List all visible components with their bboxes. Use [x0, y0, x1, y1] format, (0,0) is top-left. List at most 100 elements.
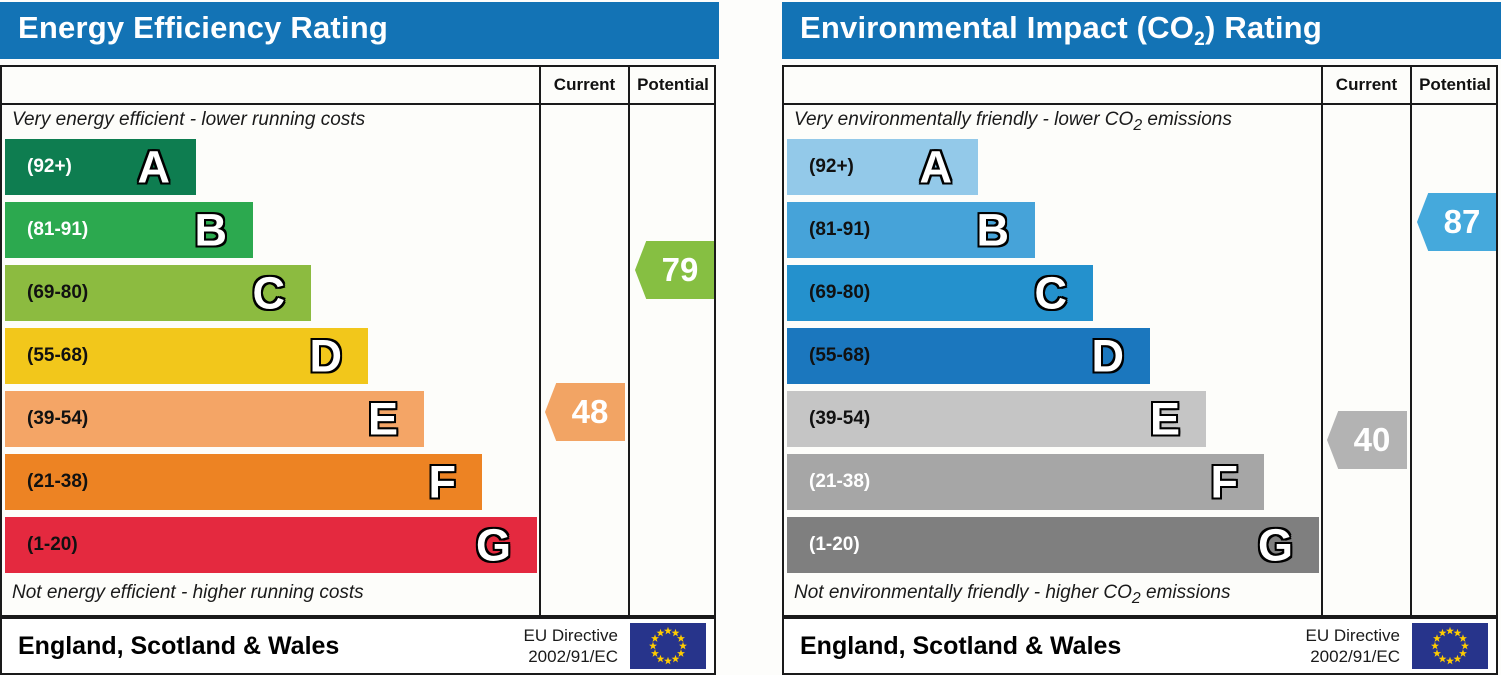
top-caption: Very energy efficient - lower running co…: [12, 109, 366, 130]
band-letter: D: [309, 330, 343, 382]
column-divider: [1321, 67, 1323, 615]
rating-band-f: (21-38) F: [5, 454, 482, 510]
bottom-caption: Not energy efficient - higher running co…: [12, 582, 364, 603]
column-divider: [539, 67, 541, 615]
eu-star: [1433, 649, 1441, 657]
eu-star: [1433, 634, 1441, 642]
chart-footer: England, Scotland & Wales EU Directive 2…: [782, 617, 1498, 675]
potential-column-header: Potential: [637, 75, 709, 94]
band-letter: C: [252, 267, 286, 319]
eu-star: [1431, 641, 1439, 650]
eu-star: [649, 641, 657, 650]
eu-star: [664, 626, 672, 635]
band-range-label: (39-54): [809, 408, 871, 429]
eu-star: [656, 654, 665, 663]
column-divider: [1410, 67, 1412, 615]
rating-band-g: (1-20) G: [787, 517, 1319, 573]
eu-flag-icon: [630, 623, 706, 669]
eu-star: [1438, 628, 1447, 637]
rating-band-a: (92+) A: [787, 139, 978, 195]
top-caption: Very environmentally friendly - lower CO…: [794, 109, 1232, 134]
rating-band-c: (69-80) C: [5, 265, 311, 321]
potential-rating-arrow: 87: [1417, 193, 1496, 251]
band-range-label: (81-91): [27, 219, 89, 240]
environmental-impact-chart: Environmental Impact (CO2) Rating Curren…: [782, 2, 1501, 675]
region-label: England, Scotland & Wales: [800, 631, 1122, 660]
band-range-label: (39-54): [27, 408, 89, 429]
band-letter: A: [919, 141, 953, 193]
current-rating-arrow: 40: [1327, 411, 1407, 469]
eu-star: [1459, 634, 1467, 642]
rating-band-f: (21-38) F: [787, 454, 1264, 510]
chart-footer: England, Scotland & Wales EU Directive 2…: [0, 617, 716, 675]
band-letter: G: [475, 519, 511, 571]
eu-star: [677, 649, 685, 657]
rating-band-a: (92+) A: [5, 139, 196, 195]
bottom-caption: Not environmentally friendly - higher CO…: [794, 582, 1231, 607]
band-letter: C: [1034, 267, 1068, 319]
band-letter: A: [137, 141, 171, 193]
eu-star: [651, 634, 659, 642]
rating-band-d: (55-68) D: [5, 328, 368, 384]
energy-efficiency-chart: Energy Efficiency Rating Current Potenti…: [0, 2, 719, 675]
band-letter: B: [976, 204, 1010, 256]
region-label: England, Scotland & Wales: [18, 631, 340, 660]
chart-title-bar: Environmental Impact (CO2) Rating: [782, 2, 1501, 59]
eu-star: [677, 634, 685, 642]
band-range-label: (55-68): [27, 345, 89, 366]
eu-star: [1453, 654, 1462, 663]
band-range-label: (81-91): [809, 219, 871, 240]
chart-body: Current Potential Very environmentally f…: [782, 65, 1498, 617]
rating-band-g: (1-20) G: [5, 517, 537, 573]
rating-band-e: (39-54) E: [787, 391, 1206, 447]
band-range-label: (69-80): [809, 282, 871, 303]
eu-star: [664, 656, 672, 665]
band-range-label: (21-38): [27, 471, 89, 492]
rating-band-b: (81-91) B: [787, 202, 1035, 258]
band-range-label: (1-20): [27, 534, 78, 555]
eu-star: [656, 628, 665, 637]
chart-title: Environmental Impact (CO2) Rating: [800, 9, 1322, 51]
eu-directive-label: EU Directive 2002/91/EC: [523, 625, 618, 666]
band-letter: F: [1210, 456, 1239, 508]
rating-band-b: (81-91) B: [5, 202, 253, 258]
band-range-label: (92+): [809, 156, 854, 177]
current-column-header: Current: [1335, 75, 1398, 94]
band-letter: F: [428, 456, 457, 508]
rating-band-e: (39-54) E: [5, 391, 424, 447]
eu-star: [1459, 649, 1467, 657]
potential-column-header: Potential: [1419, 75, 1491, 94]
band-range-label: (55-68): [809, 345, 871, 366]
band-letter: D: [1091, 330, 1125, 382]
current-column-header: Current: [553, 75, 616, 94]
eu-star: [679, 641, 687, 650]
header-divider: [784, 103, 1496, 105]
band-letter: B: [194, 204, 228, 256]
rating-band-d: (55-68) D: [787, 328, 1150, 384]
band-range-label: (69-80): [27, 282, 89, 303]
eu-star: [1453, 628, 1462, 637]
eu-star: [1461, 641, 1469, 650]
band-range-label: (92+): [27, 156, 72, 177]
eu-star: [1438, 654, 1447, 663]
eu-flag-icon: [1412, 623, 1488, 669]
rating-band-c: (69-80) C: [787, 265, 1093, 321]
column-divider: [628, 67, 630, 615]
eu-star: [651, 649, 659, 657]
band-letter: E: [1149, 393, 1180, 445]
band-letter: G: [1257, 519, 1293, 571]
eu-star: [1446, 626, 1454, 635]
band-range-label: (21-38): [809, 471, 871, 492]
eu-star: [671, 654, 680, 663]
chart-title: Energy Efficiency Rating: [18, 9, 389, 45]
potential-rating-arrow: 79: [635, 241, 714, 299]
header-divider: [2, 103, 714, 105]
current-rating-arrow: 48: [545, 383, 625, 441]
band-range-label: (1-20): [809, 534, 860, 555]
band-letter: E: [367, 393, 398, 445]
eu-star: [671, 628, 680, 637]
chart-title-bar: Energy Efficiency Rating: [0, 2, 719, 59]
eu-directive-label: EU Directive 2002/91/EC: [1305, 625, 1400, 666]
chart-body: Current Potential Very energy efficient …: [0, 65, 716, 617]
